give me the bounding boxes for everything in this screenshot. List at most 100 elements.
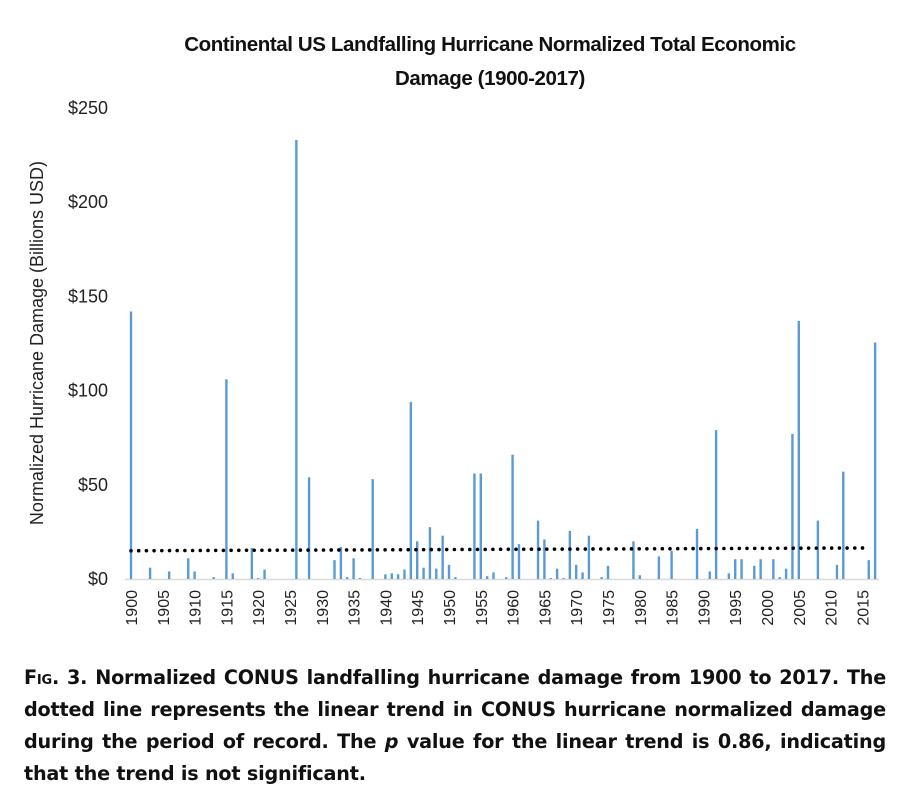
trend-dot [822,546,826,550]
trend-dot [475,547,480,552]
trend-dot [806,546,811,550]
bar [835,564,839,579]
bar [778,577,781,579]
trend-dot [699,546,703,551]
bar [581,572,584,579]
trend-dot [414,547,418,552]
x-tick-label: 1990 [696,590,713,626]
trend-dot [691,546,695,551]
trend-dot [814,546,819,550]
bar [784,568,788,579]
trend-dot [375,548,380,552]
bar [753,565,756,579]
bar [473,473,476,579]
bar [225,379,228,579]
bar [187,558,190,579]
bar [129,311,133,579]
trend-dot [460,547,464,552]
trend-dot [637,547,641,551]
x-tick-label: 1980 [633,590,650,626]
trend-dot [776,546,780,551]
trend-dot [829,546,834,550]
bar [409,401,413,579]
bar [295,140,298,579]
bar [587,535,591,579]
trend-dot [737,546,742,551]
bar [562,578,565,579]
bar [797,320,800,579]
x-tick-label: 1965 [537,590,554,626]
trend-dot [237,548,241,553]
trend-dot [514,547,518,552]
figure-label: Fig. 3. [24,666,88,689]
x-axis-ticks: 1900 1905 1910 1915 1920 1925 1930 1935 1940 1945… [124,590,872,626]
trend-dot [298,548,303,552]
bar [479,473,482,579]
y-axis-label-group: Normalized Hurricane Damage (Billions US… [27,161,47,525]
trend-dot [660,546,665,551]
trend-dot [675,546,680,551]
trend-dot [321,548,326,552]
caption-text-1: Normalized CONUS landfalling hurricane d… [24,666,887,753]
bar [428,527,432,579]
y-tick-label: $150 [68,286,108,306]
trend-dot [136,548,141,553]
x-tick-label: 1975 [601,590,618,626]
bar [435,568,438,579]
chart-title-line-1: Continental US Landfalling Hurricane Nor… [184,33,796,56]
x-tick-label: 1915 [219,590,236,626]
bar [543,539,546,579]
bar [492,572,495,579]
x-tick-label: 2000 [760,590,777,626]
trend-dot [283,548,287,552]
trend-dot [129,548,133,553]
bar [485,576,489,579]
trend-dot [275,548,280,552]
x-tick-label: 1950 [442,590,459,626]
trend-dot [183,548,187,553]
x-tick-label: 1935 [347,590,364,626]
y-tick-label: $200 [68,192,108,212]
trend-dot [799,546,803,550]
bar [422,567,425,579]
caption-text-2: value for the linear trend is 0.86, indi… [24,730,887,785]
bar-series [129,140,877,579]
x-tick-label: 1970 [569,590,586,626]
x-tick-label: 1985 [665,590,682,626]
trend-dot [360,548,364,552]
bar [371,479,374,579]
bar [734,559,737,579]
y-tick-label: $250 [68,98,108,118]
y-tick-label: $100 [68,381,108,401]
x-tick-label: 1920 [251,590,268,626]
trend-dot [314,548,318,552]
x-tick-label: 1930 [315,590,332,626]
bar [167,571,171,579]
bar [606,565,610,579]
x-tick-label: 2015 [855,590,872,626]
x-tick-label: 1910 [188,590,205,626]
trend-dot [591,547,595,551]
bar [816,520,820,579]
bar [708,571,711,579]
trend-dot [521,547,526,552]
trend-dot [853,546,857,550]
trend-dot [706,546,711,551]
trend-dot [668,546,672,551]
x-tick-label: 1925 [283,590,300,626]
trend-dot [860,546,865,550]
trend-dot [568,547,572,551]
bar [148,567,152,579]
trend-dot [583,547,588,551]
trend-dot [252,548,256,553]
bar [842,471,845,579]
bar [873,342,877,579]
x-tick-label: 1955 [474,590,491,626]
trend-dot [352,548,357,552]
trend-dot [645,546,649,551]
bar [511,454,514,579]
trend-dot [845,546,849,550]
trend-dot [545,547,549,551]
y-tick-label: $0 [88,569,108,589]
chart-title-line-2: Damage (1900-2017) [395,67,585,90]
